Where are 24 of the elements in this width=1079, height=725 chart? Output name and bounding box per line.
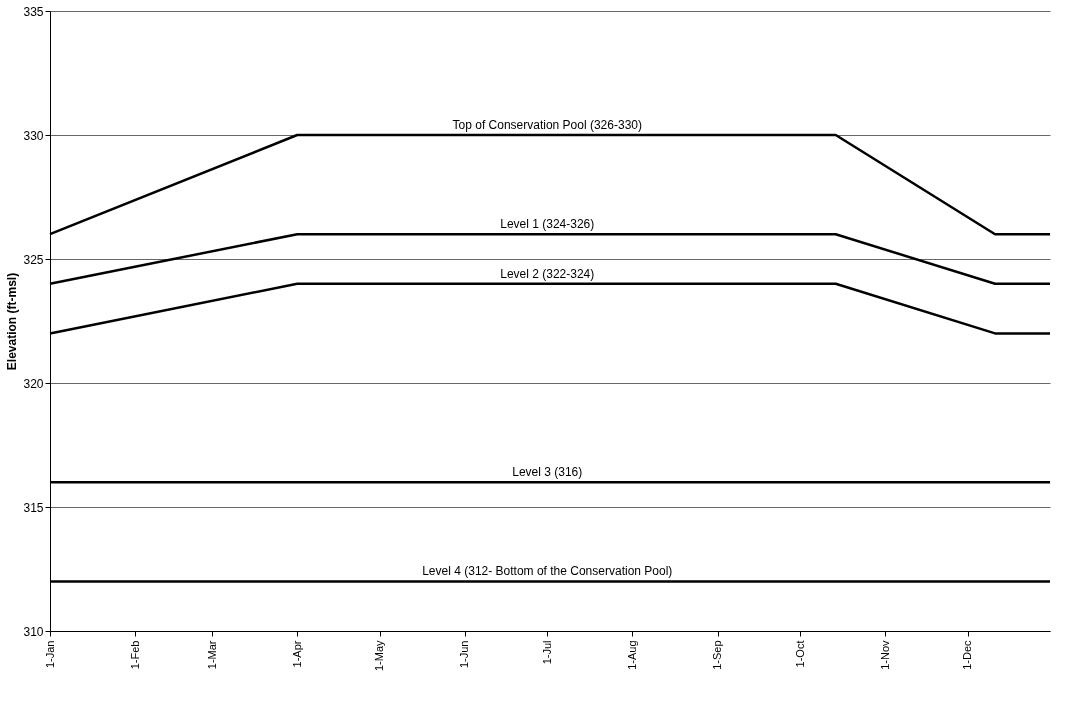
x-tick-label: 1-May xyxy=(373,640,386,672)
x-tick-label: 1-Aug xyxy=(625,640,638,670)
x-tick-label: 1-Nov xyxy=(878,640,891,670)
x-tick-label: 1-Dec xyxy=(961,640,974,670)
y-axis-title: Elevation (ft-msl) xyxy=(5,272,20,371)
x-tick-label: 1-Feb xyxy=(128,640,141,670)
x-tick-label: 1-Jan xyxy=(43,640,56,669)
annotation: Top of Conservation Pool (326-330) xyxy=(452,118,642,132)
x-tick-label: 1-Oct xyxy=(793,640,806,668)
y-tick-label: 320 xyxy=(23,376,44,391)
y-tick-label: 315 xyxy=(23,500,44,515)
x-tick-label: 1-Jul xyxy=(540,640,553,665)
annotation: Level 1 (324-326) xyxy=(500,217,595,232)
x-tick-label: 1-Apr xyxy=(290,640,303,668)
x-tick-label: 1-Sep xyxy=(711,640,724,670)
annotation: Level 3 (316) xyxy=(512,465,583,480)
y-tick-label: 335 xyxy=(23,4,44,19)
x-tick-label: 1-Mar xyxy=(205,640,218,670)
x-tick-label: 1-Jun xyxy=(458,640,471,669)
annotation: Level 2 (322-324) xyxy=(500,266,595,281)
y-tick-label: 325 xyxy=(23,252,44,267)
y-tick-label: 330 xyxy=(23,128,44,143)
y-tick-label: 310 xyxy=(23,624,44,639)
annotation: Level 4 (312- Bottom of the Conservation Pool) xyxy=(422,564,673,579)
